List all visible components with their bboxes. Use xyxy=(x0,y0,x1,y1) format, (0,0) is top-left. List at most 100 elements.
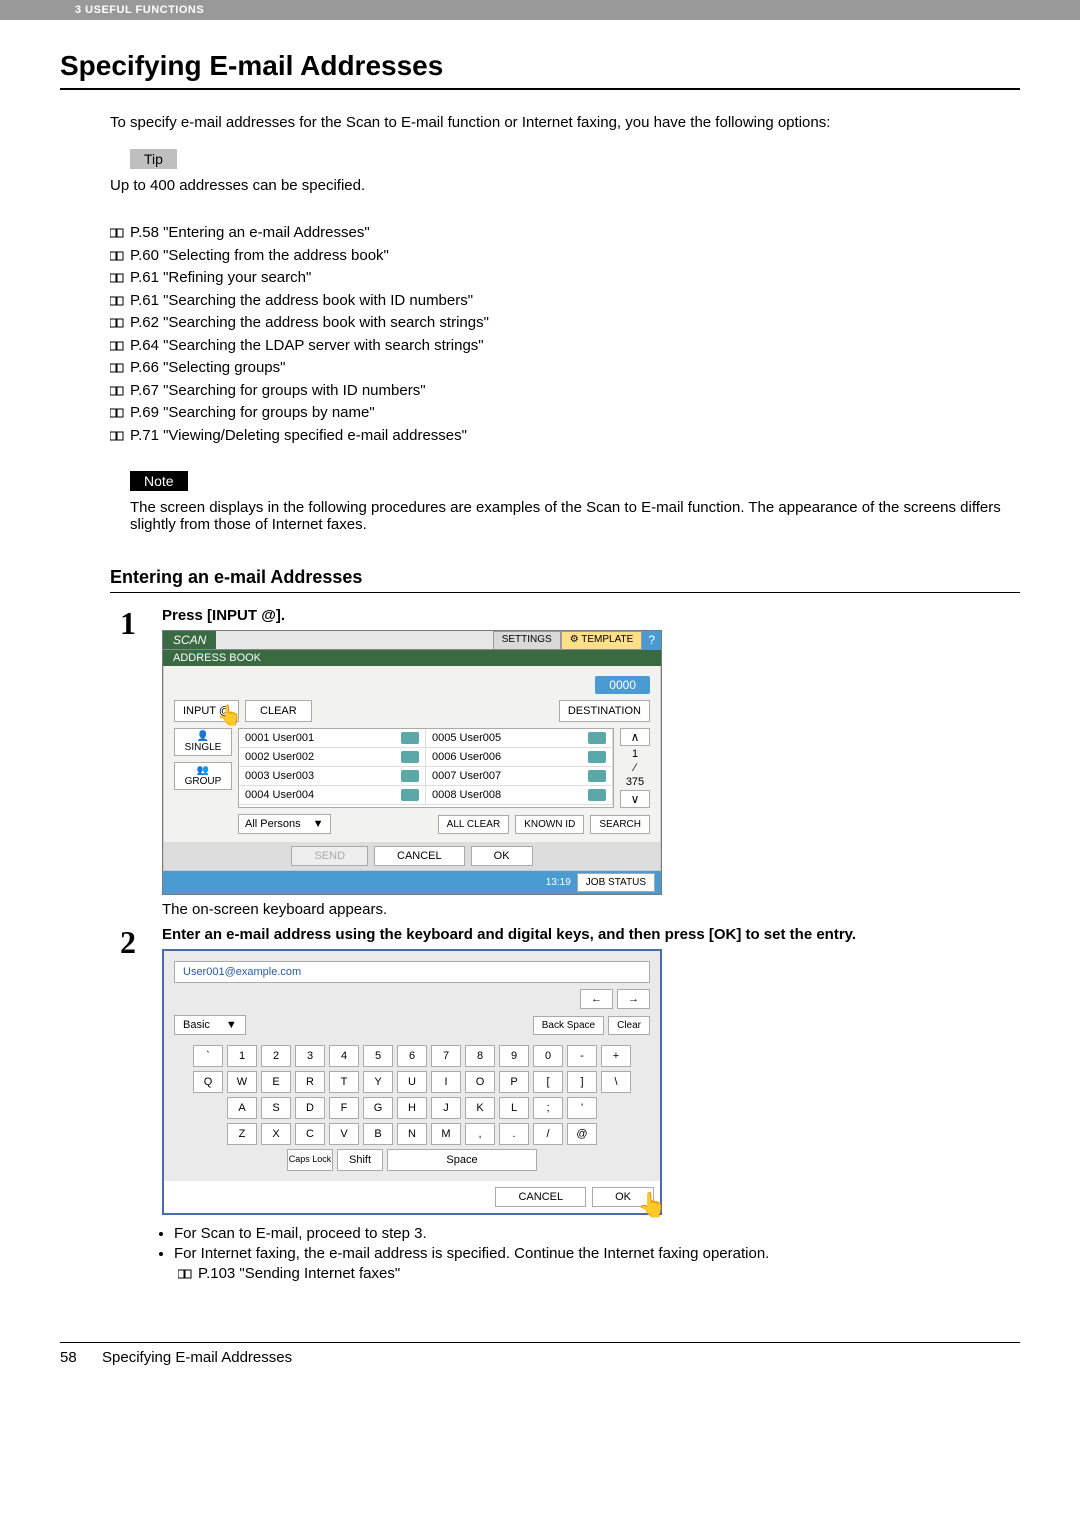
keyboard-key[interactable]: D xyxy=(295,1097,325,1119)
keyboard-key[interactable]: 5 xyxy=(363,1045,393,1067)
keyboard-key[interactable]: 9 xyxy=(499,1045,529,1067)
keyboard-key[interactable]: , xyxy=(465,1123,495,1145)
chapter-text: 3 USEFUL FUNCTIONS xyxy=(75,4,204,16)
note-text: The screen displays in the following pro… xyxy=(130,499,1020,533)
keyboard-key[interactable]: C xyxy=(295,1123,325,1145)
mail-icon xyxy=(401,789,419,801)
keyboard-key[interactable]: M xyxy=(431,1123,461,1145)
book-icon xyxy=(110,295,124,307)
keyboard-key[interactable]: X xyxy=(261,1123,291,1145)
kb-ok-button[interactable]: OK 👆 xyxy=(592,1187,654,1207)
kb-clear-button[interactable]: Clear xyxy=(608,1016,650,1035)
keyboard-key[interactable]: 2 xyxy=(261,1045,291,1067)
send-button[interactable]: SEND xyxy=(291,846,368,866)
nav-left-button[interactable]: ← xyxy=(580,989,613,1009)
mail-icon xyxy=(588,732,606,744)
group-mode-button[interactable]: 👥 GROUP xyxy=(174,762,232,790)
keyboard-key[interactable]: U xyxy=(397,1071,427,1093)
book-icon xyxy=(110,385,124,397)
page-number: 58 xyxy=(60,1349,88,1366)
table-row[interactable]: 0002 User0020006 User006 xyxy=(239,748,613,767)
destination-button[interactable]: DESTINATION xyxy=(559,700,650,722)
ref-item: P.66 "Selecting groups" xyxy=(110,357,1020,380)
ok-button-panel[interactable]: OK xyxy=(471,846,533,866)
keyboard-mode-dropdown[interactable]: Basic▼ xyxy=(174,1015,246,1035)
space-key[interactable]: Space xyxy=(387,1149,537,1171)
step2-bullets: For Scan to E-mail, proceed to step 3.Fo… xyxy=(174,1225,1020,1262)
keyboard-key[interactable]: A xyxy=(227,1097,257,1119)
user-table: 0001 User0010005 User0050002 User0020006… xyxy=(238,728,614,808)
keyboard-key[interactable]: H xyxy=(397,1097,427,1119)
table-row[interactable]: 0001 User0010005 User005 xyxy=(239,729,613,748)
keyboard-key[interactable]: P xyxy=(499,1071,529,1093)
cursor-icon: 👆 xyxy=(637,1191,667,1220)
keyboard-key[interactable]: 6 xyxy=(397,1045,427,1067)
cancel-button-panel[interactable]: CANCEL xyxy=(374,846,465,866)
keyboard-key[interactable]: ; xyxy=(533,1097,563,1119)
keyboard-key[interactable]: J xyxy=(431,1097,461,1119)
keyboard-key[interactable]: G xyxy=(363,1097,393,1119)
caps-lock-key[interactable]: Caps Lock xyxy=(287,1149,333,1171)
template-button[interactable]: ⚙ TEMPLATE xyxy=(561,631,643,650)
search-button[interactable]: SEARCH xyxy=(590,815,650,834)
keyboard-key[interactable]: 1 xyxy=(227,1045,257,1067)
keyboard-key[interactable]: R xyxy=(295,1071,325,1093)
clear-button[interactable]: CLEAR xyxy=(245,700,312,722)
keyboard-key[interactable]: B xyxy=(363,1123,393,1145)
tip-text: Up to 400 addresses can be specified. xyxy=(110,177,1020,194)
keyboard-key[interactable]: I xyxy=(431,1071,461,1093)
all-clear-button[interactable]: ALL CLEAR xyxy=(438,815,510,834)
keyboard-key[interactable]: 7 xyxy=(431,1045,461,1067)
keyboard-key[interactable]: + xyxy=(601,1045,631,1067)
keyboard-key[interactable]: Q xyxy=(193,1071,223,1093)
keyboard-key[interactable]: W xyxy=(227,1071,257,1093)
ref-item: P.67 "Searching for groups with ID numbe… xyxy=(110,380,1020,403)
email-input[interactable]: User001@example.com xyxy=(174,961,650,983)
keyboard-key[interactable]: 3 xyxy=(295,1045,325,1067)
nav-right-button[interactable]: → xyxy=(617,989,650,1009)
scroll-up-button[interactable]: ∧ xyxy=(620,728,650,746)
keyboard-key[interactable]: F xyxy=(329,1097,359,1119)
ref-item: P.64 "Searching the LDAP server with sea… xyxy=(110,335,1020,358)
keyboard-key[interactable]: E xyxy=(261,1071,291,1093)
keyboard-key[interactable]: @ xyxy=(567,1123,597,1145)
keyboard-key[interactable]: . xyxy=(499,1123,529,1145)
keyboard-key[interactable]: ` xyxy=(193,1045,223,1067)
backspace-button[interactable]: Back Space xyxy=(533,1016,604,1035)
keyboard-key[interactable]: ' xyxy=(567,1097,597,1119)
keyboard-key[interactable]: - xyxy=(567,1045,597,1067)
keyboard-key[interactable]: \ xyxy=(601,1071,631,1093)
keyboard-key[interactable]: 4 xyxy=(329,1045,359,1067)
keyboard-key[interactable]: ] xyxy=(567,1071,597,1093)
scan-tab[interactable]: SCAN xyxy=(163,631,216,650)
mail-icon xyxy=(588,789,606,801)
keyboard-key[interactable]: K xyxy=(465,1097,495,1119)
keyboard-key[interactable]: 8 xyxy=(465,1045,495,1067)
keyboard-key[interactable]: L xyxy=(499,1097,529,1119)
settings-button[interactable]: SETTINGS xyxy=(493,631,561,650)
all-persons-dropdown[interactable]: All Persons▼ xyxy=(238,814,331,834)
table-row[interactable]: 0003 User0030007 User007 xyxy=(239,767,613,786)
bullet-item: For Internet faxing, the e-mail address … xyxy=(174,1245,1020,1262)
keyboard-key[interactable]: T xyxy=(329,1071,359,1093)
keyboard-key[interactable]: [ xyxy=(533,1071,563,1093)
input-at-button[interactable]: INPUT @ 👆 xyxy=(174,700,239,722)
single-mode-button[interactable]: 👤 SINGLE xyxy=(174,728,232,756)
keyboard-key[interactable]: N xyxy=(397,1123,427,1145)
keyboard-key[interactable]: V xyxy=(329,1123,359,1145)
keyboard-key[interactable]: 0 xyxy=(533,1045,563,1067)
help-button[interactable]: ? xyxy=(642,631,661,650)
scroll-down-button[interactable]: ∨ xyxy=(620,790,650,808)
step2-title: Enter an e-mail address using the keyboa… xyxy=(162,926,1020,943)
keyboard-key[interactable]: O xyxy=(465,1071,495,1093)
kb-cancel-button[interactable]: CANCEL xyxy=(495,1187,586,1207)
keyboard-key[interactable]: / xyxy=(533,1123,563,1145)
shift-key[interactable]: Shift xyxy=(337,1149,383,1171)
ref-item: P.71 "Viewing/Deleting specified e-mail … xyxy=(110,425,1020,448)
table-row[interactable]: 0004 User0040008 User008 xyxy=(239,786,613,805)
keyboard-key[interactable]: S xyxy=(261,1097,291,1119)
job-status-button[interactable]: JOB STATUS xyxy=(577,873,655,892)
keyboard-key[interactable]: Z xyxy=(227,1123,257,1145)
keyboard-key[interactable]: Y xyxy=(363,1071,393,1093)
known-id-button[interactable]: KNOWN ID xyxy=(515,815,584,834)
